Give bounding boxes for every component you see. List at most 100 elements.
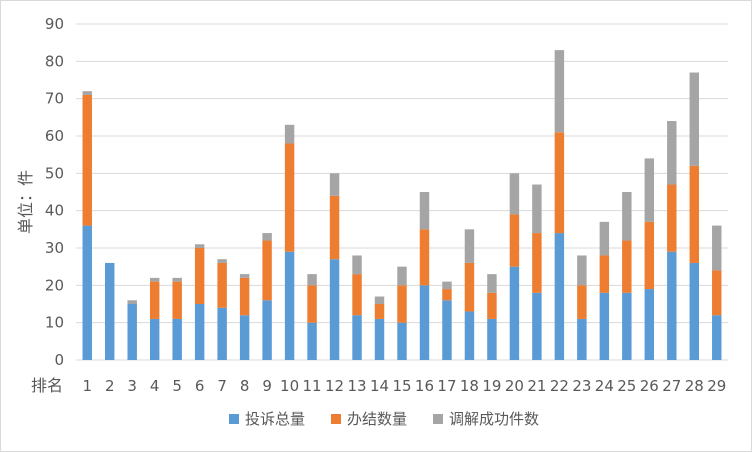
bar-2-16 <box>419 229 430 286</box>
y-tick-label: 30 <box>45 239 64 257</box>
x-tick-label: 27 <box>662 377 681 395</box>
gridlines <box>76 23 728 361</box>
x-tick-label: 19 <box>482 377 501 395</box>
bars <box>82 50 722 360</box>
x-tick-label: 1 <box>82 377 92 395</box>
bar-2-18 <box>464 262 475 312</box>
x-tick-label: 28 <box>685 377 704 395</box>
bar-2-13 <box>352 274 362 316</box>
bar-3-13 <box>352 255 362 275</box>
bar-1-24 <box>599 292 610 360</box>
bar-2-22 <box>554 132 565 234</box>
bar-3-20 <box>509 173 520 215</box>
bar-3-24 <box>599 221 610 256</box>
bar-1-21 <box>532 292 542 360</box>
bar-1-23 <box>577 318 587 360</box>
bar-3-7 <box>217 259 227 263</box>
bar-3-1 <box>82 91 92 95</box>
bar-2-15 <box>397 285 407 323</box>
y-tick-labels: 0 10 20 30 40 50 60 70 80 90 <box>45 15 64 369</box>
x-tick-label: 17 <box>437 377 456 395</box>
bar-2-24 <box>599 255 610 293</box>
bar-3-21 <box>532 184 542 234</box>
bar-2-5 <box>172 281 182 319</box>
bar-1-4 <box>149 318 160 360</box>
bar-1-2 <box>105 262 115 360</box>
bar-3-12 <box>329 173 340 196</box>
bar-3-28 <box>689 72 699 166</box>
x-tick-label: 22 <box>550 377 569 395</box>
x-tick-label: 20 <box>505 377 524 395</box>
x-tick-label: 16 <box>415 377 434 395</box>
bar-3-8 <box>239 274 250 278</box>
x-tick-label: 14 <box>370 377 389 395</box>
y-tick-label: 20 <box>45 276 64 294</box>
bar-1-7 <box>217 307 227 360</box>
bar-3-17 <box>442 281 452 290</box>
legend-swatch <box>229 414 239 424</box>
bar-3-19 <box>487 274 497 293</box>
bar-1-10 <box>284 251 295 360</box>
bar-1-26 <box>644 289 655 360</box>
bar-3-25 <box>622 192 632 241</box>
bar-2-9 <box>262 240 272 301</box>
x-tick-label: 18 <box>460 377 479 395</box>
x-tick-label: 12 <box>325 377 344 395</box>
bar-2-14 <box>374 304 385 319</box>
y-tick-label: 70 <box>45 90 64 108</box>
bar-3-18 <box>464 229 475 263</box>
bar-3-26 <box>644 158 655 222</box>
bar-1-12 <box>329 259 340 360</box>
y-tick-label: 40 <box>45 202 64 220</box>
x-tick-label: 29 <box>707 377 726 395</box>
bar-2-19 <box>487 292 497 319</box>
bar-1-25 <box>622 292 632 360</box>
x-tick-label: 4 <box>150 377 160 395</box>
y-tick-label: 0 <box>54 351 64 369</box>
bar-2-8 <box>239 277 250 316</box>
x-tick-label: 25 <box>617 377 636 395</box>
bar-3-22 <box>554 50 565 133</box>
bar-1-5 <box>172 318 182 360</box>
y-tick-label: 80 <box>45 52 64 70</box>
bar-1-29 <box>712 315 722 360</box>
x-tick-labels: 1 2 3 4 5 6 7 8 9 10 11 12 13 14 15 16 17 18 19 20 21 22 23 24 2… <box>82 377 726 395</box>
bar-3-4 <box>149 277 160 282</box>
bar-2-20 <box>509 214 520 267</box>
bar-3-9 <box>262 233 272 241</box>
y-tick-label: 50 <box>45 164 64 182</box>
bar-3-27 <box>667 121 677 185</box>
bar-3-23 <box>577 255 587 286</box>
legend-label: 投诉总量 <box>245 410 305 428</box>
x-tick-label: 21 <box>527 377 546 395</box>
legend-swatch <box>433 414 443 424</box>
bar-3-5 <box>172 277 182 282</box>
bar-1-27 <box>667 251 677 360</box>
bar-3-14 <box>374 296 385 304</box>
x-tick-label: 2 <box>105 377 115 395</box>
bar-2-25 <box>622 240 632 293</box>
bar-2-11 <box>307 285 317 323</box>
legend-label: 办结数量 <box>347 410 407 428</box>
bar-1-22 <box>554 233 565 360</box>
bar-2-1 <box>82 94 92 226</box>
bar-1-3 <box>127 304 137 360</box>
bar-1-13 <box>352 315 362 360</box>
bar-2-27 <box>667 184 677 252</box>
bar-1-15 <box>397 322 407 360</box>
bar-2-21 <box>532 233 542 293</box>
x-tick-label: 8 <box>240 377 250 395</box>
y-axis-title: 单位：件 <box>16 170 35 234</box>
x-tick-label: 10 <box>280 377 299 395</box>
bar-3-15 <box>397 266 407 286</box>
bar-1-6 <box>194 304 205 360</box>
bar-3-3 <box>127 300 137 304</box>
bar-2-10 <box>284 143 295 252</box>
bar-3-6 <box>194 244 205 248</box>
x-tick-label: 7 <box>217 377 227 395</box>
bar-3-29 <box>712 225 722 271</box>
bar-1-18 <box>464 311 475 360</box>
x-tick-label: 13 <box>347 377 366 395</box>
x-tick-label: 9 <box>262 377 272 395</box>
